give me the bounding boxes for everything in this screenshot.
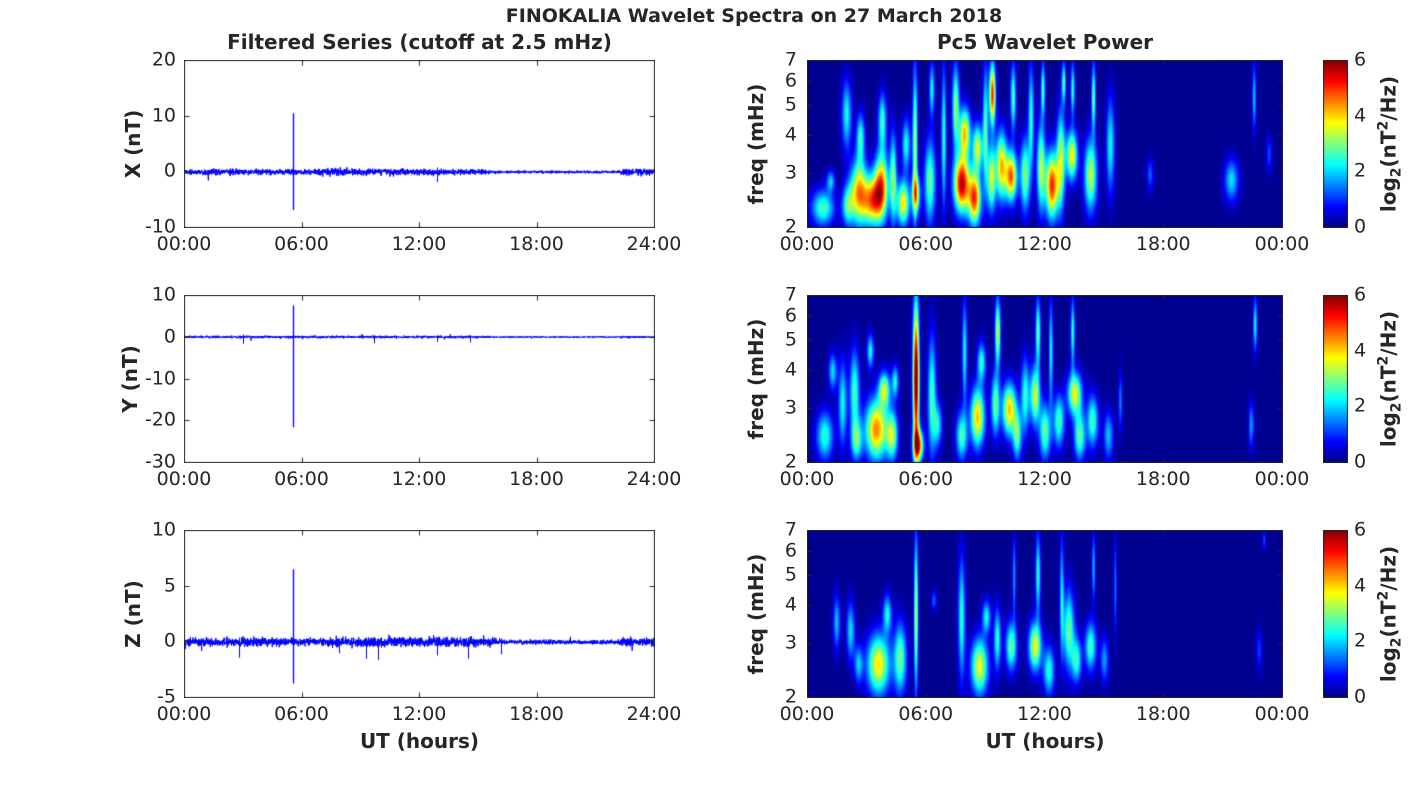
wavelet-x-tick-label: 00:00: [1254, 233, 1310, 255]
timeseries-x-tick-label: 00:00: [156, 468, 212, 490]
timeseries-y-tick-label: 10: [151, 104, 176, 127]
wavelet-y-tick-label: 7: [784, 48, 797, 71]
timeseries-y-tick-label: 0: [163, 325, 176, 348]
colorbar-tick-label: 4: [1354, 574, 1367, 597]
timeseries-y-tick-label: -10: [144, 215, 176, 238]
wavelet-y-tick-label: 2: [784, 685, 797, 708]
wavelet-y-tick-label: 3: [784, 161, 797, 184]
colorbar-tick-label: 6: [1354, 518, 1367, 541]
timeseries-x-tick-label: 18:00: [509, 468, 564, 490]
timeseries-x-tick-label: 06:00: [274, 468, 329, 490]
timeseries-y-tick-label: -30: [144, 450, 176, 473]
wavelet-x-tick-label: 00:00: [1254, 703, 1310, 725]
timeseries-x-tick-label: 12:00: [391, 703, 447, 725]
wavelet-x-tick-label: 00:00: [779, 468, 835, 490]
wavelet-y-tick-label: 6: [784, 539, 797, 562]
z-colorbar-label: log2(nT2/Hz): [1375, 545, 1405, 683]
timeseries-x-tick-label: 12:00: [391, 233, 447, 255]
wavelet-x-tick-label: 06:00: [898, 703, 954, 725]
y-colorbar-canvas: [1323, 295, 1348, 463]
wavelet-x-tick-label: 00:00: [779, 233, 835, 255]
wavelet-x-tick-label: 12:00: [1017, 468, 1072, 490]
x-series-plot-canvas: [184, 60, 655, 228]
y-wavelet-spectrogram-canvas: [807, 295, 1283, 463]
wavelet-x-tick-label: 12:00: [1017, 703, 1072, 725]
timeseries-x-tick-label: 12:00: [391, 468, 447, 490]
wavelet-y-tick-label: 3: [784, 396, 797, 419]
wavelet-x-tick-label: 18:00: [1135, 233, 1191, 255]
wavelet-x-tick-label: 00:00: [779, 703, 835, 725]
colorbar-tick-label: 2: [1354, 159, 1367, 182]
x-colorbar-label: log2(nT2/Hz): [1375, 75, 1405, 213]
timeseries-y-tick-label: 0: [163, 159, 176, 182]
x-colorbar-canvas: [1323, 60, 1348, 228]
filtered-series-title: Filtered Series (cutoff at 2.5 mHz): [227, 30, 612, 54]
timeseries-x-tick-label: 18:00: [509, 703, 564, 725]
wavelet-x-tick-label: 12:00: [1017, 233, 1072, 255]
colorbar-tick-label: 2: [1354, 629, 1367, 652]
z-wavelet-spectrogram-canvas: [807, 530, 1283, 698]
timeseries-y-tick-label: -5: [157, 685, 176, 708]
wavelet-power-title: Pc5 Wavelet Power: [936, 30, 1154, 54]
wavelet-x-tick-label: 00:00: [1254, 468, 1310, 490]
wavelet-y-tick-label: 5: [784, 563, 797, 586]
wavelet-y-tick-label: 2: [784, 215, 797, 238]
colorbar-tick-label: 6: [1354, 283, 1367, 306]
wavelet-y-tick-label: 5: [784, 93, 797, 116]
left-xaxis-label: UT (hours): [359, 729, 480, 753]
timeseries-y-tick-label: 0: [163, 629, 176, 652]
wavelet-x-tick-label: 06:00: [898, 233, 954, 255]
y-series-plot-canvas: [184, 295, 655, 463]
wavelet-x-tick-label: 18:00: [1135, 468, 1191, 490]
timeseries-x-tick-label: 06:00: [274, 233, 329, 255]
wavelet-y-tick-label: 6: [784, 69, 797, 92]
figure-title: FINOKALIA Wavelet Spectra on 27 March 20…: [505, 5, 1003, 27]
wavelet-y-tick-label: 4: [784, 593, 797, 616]
colorbar-tick-label: 0: [1354, 450, 1367, 473]
timeseries-x-tick-label: 24:00: [626, 468, 682, 490]
timeseries-y-tick-label: 5: [163, 574, 176, 597]
wavelet-y-tick-label: 2: [784, 450, 797, 473]
wavelet-x-tick-label: 18:00: [1135, 703, 1191, 725]
colorbar-tick-label: 6: [1354, 48, 1367, 71]
colorbar-tick-label: 4: [1354, 339, 1367, 362]
right-xaxis-label: UT (hours): [985, 729, 1105, 753]
wavelet-y-tick-label: 4: [784, 123, 797, 146]
timeseries-x-tick-label: 06:00: [274, 703, 329, 725]
z-series-plot-canvas: [184, 530, 655, 698]
wavelet-y-tick-label: 6: [784, 304, 797, 327]
x-wavelet-spectrogram-canvas: [807, 60, 1283, 228]
timeseries-y-tick-label: 20: [151, 48, 176, 71]
timeseries-y-tick-label: 10: [151, 283, 176, 306]
timeseries-x-tick-label: 00:00: [156, 233, 212, 255]
wavelet-x-tick-label: 06:00: [898, 468, 954, 490]
wavelet-y-tick-label: 3: [784, 631, 797, 654]
wavelet-y-tick-label: 5: [784, 328, 797, 351]
timeseries-x-tick-label: 24:00: [626, 703, 682, 725]
wavelet-y-tick-label: 4: [784, 358, 797, 381]
timeseries-x-tick-label: 18:00: [509, 233, 564, 255]
wavelet-y-tick-label: 7: [784, 518, 797, 541]
colorbar-tick-label: 0: [1354, 685, 1367, 708]
y-colorbar-label: log2(nT2/Hz): [1375, 310, 1405, 448]
timeseries-x-tick-label: 00:00: [156, 703, 212, 725]
timeseries-y-tick-label: -20: [144, 408, 176, 431]
colorbar-tick-label: 4: [1354, 104, 1367, 127]
z-colorbar-canvas: [1323, 530, 1348, 698]
timeseries-x-tick-label: 24:00: [626, 233, 682, 255]
colorbar-tick-label: 0: [1354, 215, 1367, 238]
wavelet-y-tick-label: 7: [784, 283, 797, 306]
colorbar-tick-label: 2: [1354, 394, 1367, 417]
timeseries-y-tick-label: 10: [151, 518, 176, 541]
timeseries-y-tick-label: -10: [144, 367, 176, 389]
